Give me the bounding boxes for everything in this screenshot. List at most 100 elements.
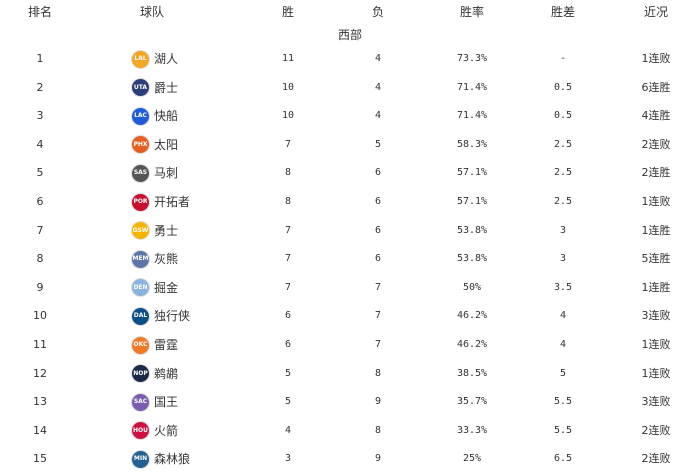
table-row[interactable]: 12 NOP 鹈鹕 5 8 38.5% 5 1连败 (0, 364, 700, 384)
wins: 10 (281, 110, 295, 122)
rank: 8 (36, 252, 44, 266)
team-name[interactable]: 雷霆 (154, 338, 179, 352)
team-name[interactable]: 森林狼 (154, 452, 191, 467)
losses: 5 (374, 138, 382, 150)
games-behind: 5.5 (553, 424, 573, 436)
team-cell[interactable]: UTA 爵士 (132, 78, 178, 98)
team-logo-icon: UTA (132, 79, 149, 97)
team-cell[interactable]: DEN 掘金 (132, 278, 178, 298)
team-logo-icon: LAL (132, 50, 149, 68)
team-cell[interactable]: NOP 鹈鹕 (132, 364, 178, 384)
win-pct: 53.8% (456, 224, 488, 236)
losses: 9 (374, 396, 382, 408)
team-name[interactable]: 湖人 (154, 52, 179, 66)
team-logo-icon: GSW (132, 222, 149, 240)
team-cell[interactable]: SAS 马刺 (132, 163, 178, 183)
win-pct: 33.3% (456, 424, 488, 436)
rank: 5 (36, 166, 44, 180)
team-name[interactable]: 国王 (154, 395, 179, 410)
win-pct: 53.8% (456, 253, 488, 265)
wins: 6 (284, 310, 292, 322)
table-row[interactable]: 10 DAL 独行侠 6 7 46.2% 4 3连败 (0, 306, 700, 326)
wins: 8 (284, 167, 292, 179)
team-cell[interactable]: PHX 太阳 (132, 135, 178, 155)
losses: 6 (374, 253, 382, 265)
team-cell[interactable]: SAC 国王 (132, 392, 178, 412)
team-name[interactable]: 快船 (154, 109, 179, 124)
streak: 2连胜 (641, 166, 671, 180)
team-name[interactable]: 太阳 (154, 137, 179, 152)
team-cell[interactable]: HOU 火箭 (132, 421, 178, 441)
losses: 6 (374, 224, 382, 236)
team-cell[interactable]: MIN 森林狼 (132, 449, 190, 469)
streak: 1连胜 (641, 280, 671, 294)
team-logo-icon: DEN (132, 279, 149, 297)
header-pct: 胜率 (459, 5, 485, 19)
team-name[interactable]: 爵士 (154, 80, 179, 95)
streak: 4连胜 (641, 109, 671, 123)
team-name[interactable]: 马刺 (154, 166, 179, 181)
wins: 7 (284, 281, 292, 293)
team-name[interactable]: 勇士 (154, 223, 179, 238)
streak: 3连败 (641, 395, 671, 409)
games-behind: 5 (559, 367, 567, 379)
table-row[interactable]: 2 UTA 爵士 10 4 71.4% 0.5 6连胜 (0, 78, 700, 98)
losses: 7 (374, 310, 382, 322)
team-cell[interactable]: LAC 快船 (132, 106, 178, 126)
win-pct: 25% (462, 453, 482, 465)
table-row[interactable]: 5 SAS 马刺 8 6 57.1% 2.5 2连胜 (0, 163, 700, 183)
team-name[interactable]: 火箭 (154, 423, 179, 438)
streak: 6连胜 (641, 80, 671, 94)
table-row[interactable]: 3 LAC 快船 10 4 71.4% 0.5 4连胜 (0, 106, 700, 126)
rank: 6 (36, 195, 44, 208)
table-row[interactable]: 1 LAL 湖人 11 4 73.3% - 1连败 (0, 49, 700, 69)
table-row[interactable]: 8 MEM 灰熊 7 6 53.8% 3 5连胜 (0, 249, 700, 269)
table-row[interactable]: 14 HOU 火箭 4 8 33.3% 5.5 2连败 (0, 421, 700, 441)
team-name[interactable]: 开拓者 (154, 195, 191, 209)
rank: 3 (36, 109, 44, 123)
streak: 1连败 (641, 52, 671, 65)
team-logo-icon: MIN (132, 450, 149, 468)
streak: 1连败 (641, 338, 671, 351)
team-name[interactable]: 掘金 (154, 280, 179, 295)
team-logo-icon: LAC (132, 107, 149, 125)
team-logo-icon: MEM (132, 250, 149, 268)
header-gb: 胜差 (550, 5, 576, 19)
streak: 1连胜 (641, 223, 671, 237)
wins: 11 (281, 53, 295, 64)
table-row[interactable]: 6 POR 开拓者 8 6 57.1% 2.5 1连败 (0, 192, 700, 212)
win-pct: 73.3% (456, 53, 488, 64)
losses: 9 (374, 453, 382, 465)
win-pct: 35.7% (456, 396, 488, 408)
table-row[interactable]: 7 GSW 勇士 7 6 53.8% 3 1连胜 (0, 221, 700, 241)
team-logo-icon: POR (132, 193, 149, 211)
rank: 9 (36, 280, 44, 294)
team-logo-icon: PHX (132, 136, 149, 154)
table-row[interactable]: 9 DEN 掘金 7 7 50% 3.5 1连胜 (0, 278, 700, 298)
team-cell[interactable]: LAL 湖人 (132, 49, 178, 69)
streak: 2连败 (641, 452, 671, 466)
table-row[interactable]: 15 MIN 森林狼 3 9 25% 6.5 2连败 (0, 449, 700, 469)
streak: 5连胜 (641, 252, 671, 266)
losses: 4 (374, 81, 382, 93)
team-cell[interactable]: DAL 独行侠 (132, 306, 190, 326)
streak: 1连败 (641, 195, 671, 208)
table-row[interactable]: 11 OKC 雷霆 6 7 46.2% 4 1连败 (0, 335, 700, 355)
win-pct: 57.1% (456, 167, 488, 179)
team-cell[interactable]: POR 开拓者 (132, 192, 190, 212)
losses: 6 (374, 167, 382, 179)
team-cell[interactable]: MEM 灰熊 (132, 249, 178, 269)
team-name[interactable]: 灰熊 (154, 252, 179, 267)
team-name[interactable]: 独行侠 (154, 309, 191, 324)
team-cell[interactable]: GSW 勇士 (132, 221, 178, 241)
table-row[interactable]: 4 PHX 太阳 7 5 58.3% 2.5 2连败 (0, 135, 700, 155)
rank: 7 (36, 223, 44, 237)
team-cell[interactable]: OKC 雷霆 (132, 335, 178, 355)
losses: 7 (374, 339, 382, 350)
header-team: 球队 (139, 5, 165, 19)
table-row[interactable]: 13 SAC 国王 5 9 35.7% 5.5 3连败 (0, 392, 700, 412)
team-name[interactable]: 鹈鹕 (154, 366, 179, 381)
games-behind: 2.5 (553, 138, 573, 150)
games-behind: 3.5 (553, 281, 573, 293)
games-behind: - (559, 53, 567, 64)
